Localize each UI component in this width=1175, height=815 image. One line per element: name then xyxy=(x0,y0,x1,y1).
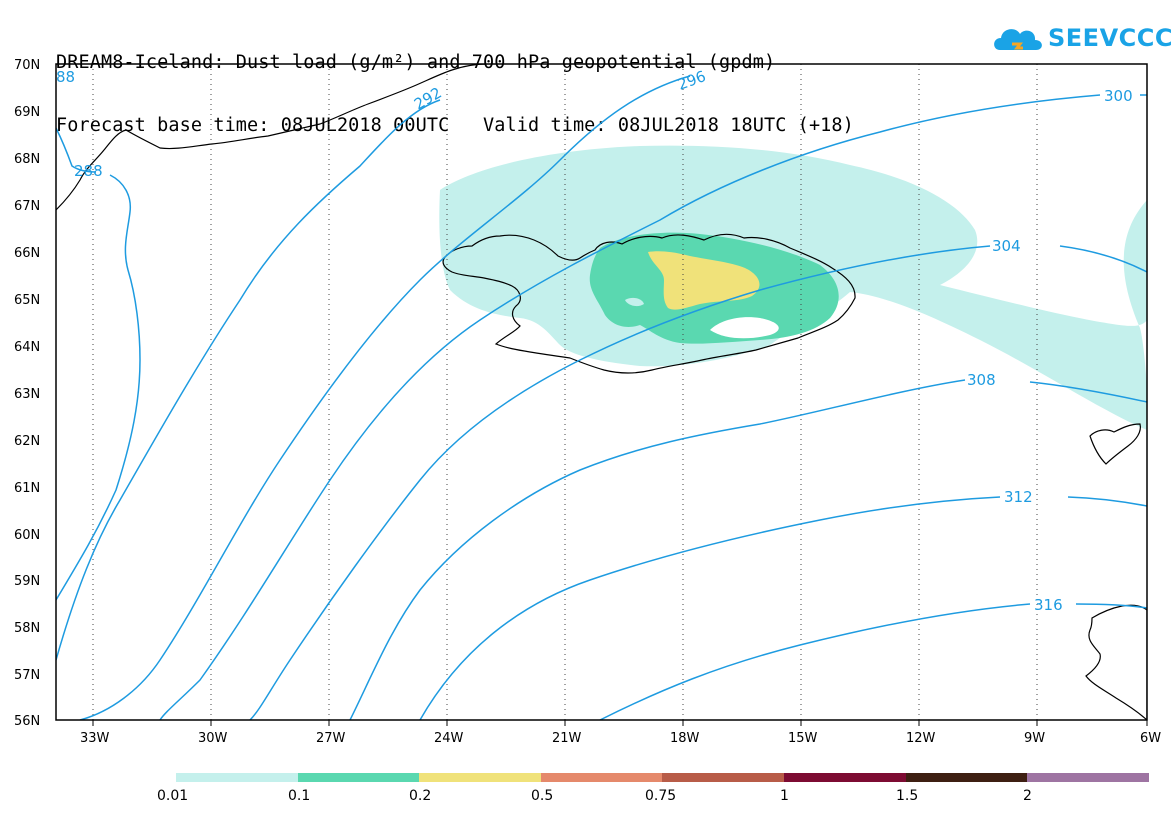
contour-308-right xyxy=(1029,381,1147,403)
colorbar-label: 2 xyxy=(1023,788,1032,804)
lon-label: 24W xyxy=(434,731,464,746)
contour-label-288: 288 xyxy=(74,162,103,180)
lat-label: 64N xyxy=(14,340,40,355)
lat-label: 60N xyxy=(14,528,40,543)
faroe-coast xyxy=(1089,423,1141,465)
contour-label-300: 300 xyxy=(1104,87,1133,105)
contour-312 xyxy=(419,496,1001,720)
contour-292 xyxy=(56,99,441,661)
lon-label: 6W xyxy=(1140,731,1161,746)
colorbar-swatch xyxy=(784,773,906,782)
lon-label: 27W xyxy=(316,731,346,746)
colorbar-label: 0.5 xyxy=(531,788,553,804)
colorbar-label: 1.5 xyxy=(896,788,918,804)
lon-label: 15W xyxy=(788,731,818,746)
contour-304-right xyxy=(1059,245,1147,273)
colorbar-label: 0.01 xyxy=(157,788,188,804)
contour-316-right xyxy=(1075,603,1147,609)
lat-label: 61N xyxy=(14,481,40,496)
dust-gap xyxy=(710,317,779,339)
lat-label: 67N xyxy=(14,199,40,214)
contour-288-b xyxy=(56,174,141,601)
colorbar: 0.01 0.1 0.2 0.5 0.75 1 1.5 2 xyxy=(157,773,1149,804)
lon-label: 33W xyxy=(80,731,110,746)
seevccc-logo: SEEVCCC xyxy=(990,18,1173,58)
colorbar-swatch xyxy=(906,773,1027,782)
tick-marks xyxy=(92,720,1148,726)
contour-label-304: 304 xyxy=(992,237,1021,255)
colorbar-swatch xyxy=(176,773,298,782)
greenland-coast xyxy=(56,64,487,211)
lat-label: 63N xyxy=(14,387,40,402)
lat-label: 69N xyxy=(14,105,40,120)
title-line-1: DREAM8-Iceland: Dust load (g/m²) and 700… xyxy=(56,52,776,73)
dust-gap-2 xyxy=(625,297,644,307)
contour-label-88: 88 xyxy=(56,68,75,86)
colorbar-swatch xyxy=(419,773,541,782)
colorbar-swatch xyxy=(298,773,419,782)
contour-312-right xyxy=(1067,496,1147,507)
lat-label: 62N xyxy=(14,434,40,449)
dust-load-field xyxy=(439,145,1147,430)
contour-label-296: 296 xyxy=(675,67,708,94)
contour-label-312: 312 xyxy=(1004,488,1033,506)
lat-label: 65N xyxy=(14,293,40,308)
contour-labels: 288 88 292 296 300 304 308 312 316 xyxy=(56,67,1133,614)
colorbar-label: 0.1 xyxy=(288,788,310,804)
map-title: DREAM8-Iceland: Dust load (g/m²) and 700… xyxy=(56,10,854,157)
contour-label-316: 316 xyxy=(1034,596,1063,614)
colorbar-swatch xyxy=(541,773,662,782)
cloud-icon xyxy=(994,29,1042,50)
contour-300 xyxy=(159,94,1101,720)
colorbar-label: 0.2 xyxy=(409,788,431,804)
lat-label: 68N xyxy=(14,152,40,167)
lon-label: 18W xyxy=(670,731,700,746)
contour-label-308: 308 xyxy=(967,371,996,389)
contour-296 xyxy=(79,75,691,720)
contour-label-292: 292 xyxy=(411,84,445,114)
colorbar-label: 1 xyxy=(780,788,789,804)
contour-308 xyxy=(349,379,966,720)
lon-label: 21W xyxy=(552,731,582,746)
lat-label: 70N xyxy=(14,58,40,73)
geopotential-contours xyxy=(56,75,1147,720)
lat-label: 58N xyxy=(14,621,40,636)
lat-label: 56N xyxy=(14,714,40,729)
lat-label: 59N xyxy=(14,574,40,589)
dust-contour-0.2 xyxy=(648,251,760,310)
scotland-coast xyxy=(1085,604,1147,720)
longitude-labels: 33W 30W 27W 24W 21W 18W 15W 12W 9W 6W xyxy=(80,731,1161,746)
colorbar-swatch xyxy=(662,773,784,782)
latitude-labels: 70N 69N 68N 67N 66N 65N 64N 63N 62N 61N … xyxy=(14,58,40,729)
lat-label: 57N xyxy=(14,668,40,683)
contour-304 xyxy=(249,245,991,720)
lon-label: 12W xyxy=(906,731,936,746)
lat-label: 66N xyxy=(14,246,40,261)
lon-label: 30W xyxy=(198,731,228,746)
logo-text: SEEVCCC xyxy=(1048,24,1173,52)
contour-288-a xyxy=(56,127,97,173)
iceland-coast xyxy=(442,233,856,374)
colorbar-swatch xyxy=(1027,773,1149,782)
map-frame xyxy=(55,63,1148,721)
contour-316 xyxy=(599,603,1031,720)
lon-label: 9W xyxy=(1024,731,1045,746)
colorbar-label: 0.75 xyxy=(645,788,676,804)
